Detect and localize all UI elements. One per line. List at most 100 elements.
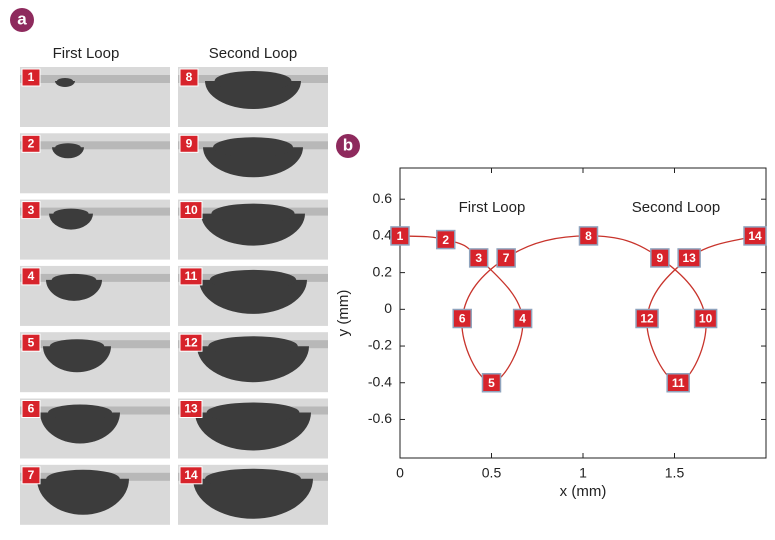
frame-number: 12 — [184, 335, 198, 349]
point-marker — [512, 308, 533, 329]
point-marker — [635, 308, 659, 329]
y-tick-label: 0 — [384, 300, 392, 316]
point-label: 10 — [699, 312, 713, 326]
frame-badge — [21, 267, 41, 286]
annotation: First Loop — [459, 199, 526, 216]
frame-badge — [21, 466, 41, 485]
melt-pool-top — [209, 269, 297, 290]
point-marker — [743, 226, 767, 246]
frame-badge — [21, 201, 41, 220]
point-marker — [468, 248, 489, 268]
point-label: 3 — [475, 251, 482, 265]
point-label: 12 — [640, 312, 654, 326]
point-label: 6 — [459, 312, 466, 326]
x-tick-label: 1.5 — [665, 465, 685, 481]
frame-number: 11 — [185, 269, 198, 283]
melt-pool-top — [48, 404, 112, 421]
melt-pool — [40, 412, 120, 444]
frame-number: 10 — [184, 203, 198, 217]
melt-pool-top — [213, 137, 293, 158]
frame-number: 13 — [184, 402, 198, 416]
frame-badge — [21, 333, 41, 352]
point-marker — [481, 372, 502, 393]
point-label: 1 — [397, 229, 404, 243]
x-tick-label: 0 — [396, 465, 404, 481]
panel-label: b — [343, 135, 353, 154]
frame-badge — [179, 333, 203, 352]
melt-pool-top — [55, 143, 81, 152]
panel-label: a — [17, 9, 27, 28]
melt-pool-top — [46, 469, 120, 488]
frame-badge — [179, 201, 203, 220]
column-title: First Loop — [53, 45, 120, 62]
frame-badge — [179, 134, 199, 153]
point-label: 8 — [585, 229, 592, 243]
point-marker — [436, 229, 456, 250]
point-marker — [666, 372, 690, 393]
melt-pool — [49, 213, 93, 230]
frame-number: 8 — [186, 70, 193, 84]
melt-pool — [201, 213, 305, 246]
melt-pool — [199, 279, 307, 314]
point-label: 13 — [682, 251, 696, 265]
frame-number: 5 — [28, 335, 35, 349]
surface-band — [20, 207, 170, 216]
x-tick-label: 0.5 — [482, 465, 502, 481]
melt-pool-top — [208, 336, 298, 357]
melt-pool-top — [214, 71, 292, 91]
melt-pool-top — [49, 339, 105, 354]
point-marker — [452, 308, 472, 329]
y-tick-label: 0.6 — [373, 190, 393, 206]
frame-badge — [179, 400, 203, 418]
point-label: 14 — [748, 229, 762, 243]
surface-band — [20, 141, 170, 150]
y-tick-label: 0.2 — [373, 263, 393, 279]
point-marker — [693, 308, 718, 329]
melt-pool-top — [205, 468, 301, 489]
frame-number: 4 — [28, 269, 35, 283]
frame-number: 7 — [28, 468, 35, 482]
y-tick-label: -0.2 — [368, 337, 392, 353]
melt-pool-top — [51, 273, 97, 286]
frame-badge — [179, 466, 203, 485]
point-label: 11 — [672, 376, 685, 390]
panel-badge — [336, 134, 360, 158]
frame-number: 9 — [186, 136, 193, 150]
surface-band — [20, 75, 170, 83]
column-title: Second Loop — [209, 45, 297, 62]
y-tick-label: -0.4 — [368, 373, 392, 389]
y-axis-label: y (mm) — [335, 290, 352, 337]
melt-pool — [193, 478, 313, 519]
frame-number: 6 — [28, 402, 35, 416]
melt-pool — [197, 346, 309, 383]
x-tick-label: 1 — [579, 465, 587, 481]
frame-badge — [21, 134, 41, 153]
melt-pool — [43, 346, 111, 373]
point-label: 9 — [657, 251, 664, 265]
melt-pool-top — [211, 203, 295, 224]
frame-badge — [21, 68, 41, 87]
melt-pool — [46, 279, 102, 301]
frame-number: 3 — [28, 203, 35, 217]
point-marker — [677, 248, 701, 268]
frame-badge — [179, 267, 203, 286]
melt-pool-top — [57, 78, 73, 84]
frame-number: 2 — [28, 136, 35, 150]
x-axis-label: x (mm) — [560, 483, 607, 500]
point-marker — [496, 248, 516, 268]
frame-badge — [21, 400, 41, 418]
point-marker — [650, 248, 670, 268]
point-marker — [578, 226, 599, 246]
frame-number: 14 — [184, 468, 198, 482]
point-label: 2 — [442, 233, 449, 247]
point-label: 7 — [503, 251, 510, 265]
frame-badge — [179, 68, 199, 87]
point-label: 5 — [488, 376, 495, 390]
y-tick-label: -0.6 — [368, 410, 392, 426]
melt-pool — [37, 478, 129, 515]
melt-pool — [195, 412, 311, 451]
melt-pool-top — [53, 208, 89, 219]
melt-pool-top — [206, 402, 300, 423]
point-label: 4 — [519, 312, 526, 326]
